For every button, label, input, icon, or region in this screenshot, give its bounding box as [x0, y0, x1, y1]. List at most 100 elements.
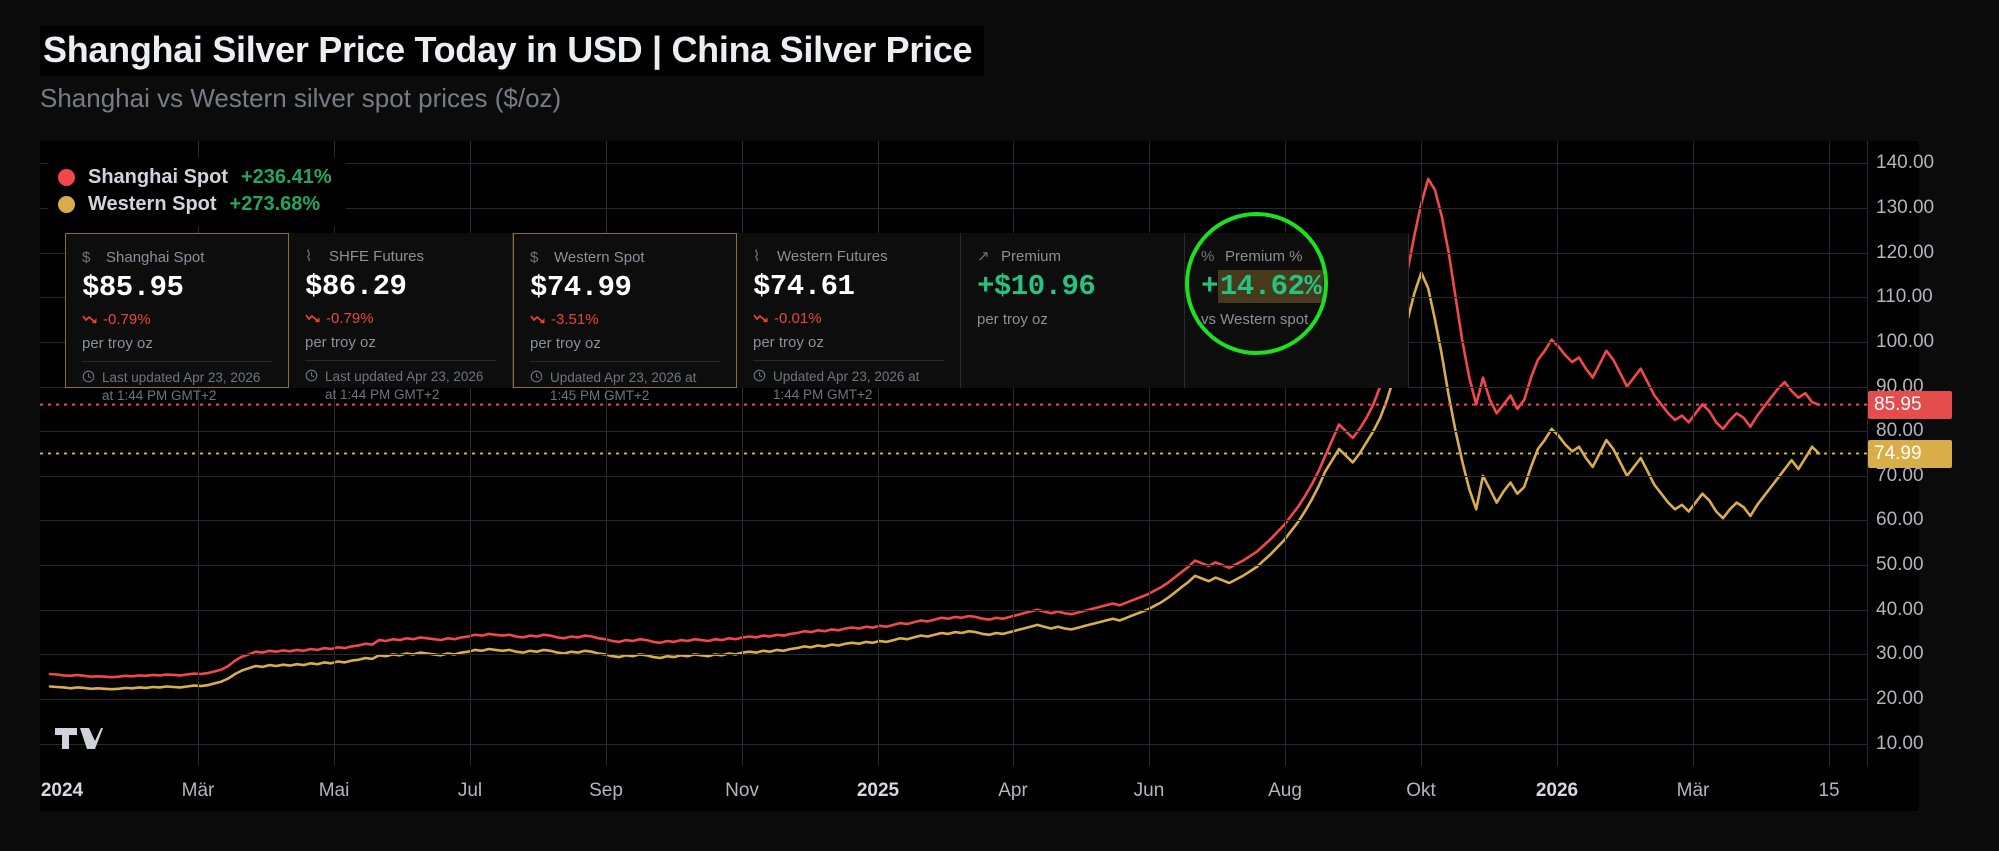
price-badge[interactable]: 85.95	[1868, 390, 1952, 419]
gridline-horizontal	[40, 207, 1867, 209]
time-axis-tick: 2026	[1535, 780, 1579, 801]
trend-up-icon: ↗	[977, 248, 990, 265]
gridline-vertical	[1013, 141, 1014, 766]
gridline-vertical	[1149, 141, 1150, 766]
chart-legend: Shanghai Spot +236.41% Western Spot +273…	[48, 158, 346, 226]
stat-card-header: ⌇ Western Futures	[753, 248, 944, 265]
stat-card-delta: -0.79%	[82, 311, 272, 328]
stat-card-value: +14.62%	[1201, 270, 1324, 303]
gridline-vertical	[1829, 141, 1830, 766]
gridline-vertical	[742, 141, 743, 766]
stat-card-label: Premium	[1001, 248, 1062, 265]
gridline-vertical	[606, 141, 607, 766]
price-axis-tick: 60.00	[1876, 509, 1924, 531]
stat-card-unit: per troy oz	[305, 334, 376, 352]
percent-icon: %	[1201, 248, 1215, 265]
stat-card-delta: -0.79%	[305, 310, 496, 327]
price-badge[interactable]: 74.99	[1868, 439, 1952, 468]
price-axis-tick: 80.00	[1876, 420, 1924, 442]
gridline-vertical	[1557, 141, 1558, 766]
price-axis-tick: 120.00	[1876, 241, 1935, 263]
price-series-svg	[40, 177, 1867, 691]
stat-card-western-futures[interactable]: ⌇ Western Futures $74.61 -0.01% per troy oz U…	[737, 233, 961, 402]
stat-card-updated-text: Last updated Apr 23, 2026 at 1:44 PM GMT…	[325, 369, 484, 403]
line-chart-icon: ⌇	[305, 248, 313, 265]
price-axis[interactable]: 10.00 20.00 30.00 40.00 50.00 60.00 70.00 80.00…	[1867, 141, 1967, 766]
stat-card-updated-text: Updated Apr 23, 2026 at 1:44 PM GMT+2	[773, 369, 920, 403]
stat-card-divider	[82, 361, 272, 363]
stat-card-unit: per troy oz	[530, 335, 601, 353]
price-axis-tick: 110.00	[1876, 286, 1933, 308]
time-axis[interactable]: 2024 Mär Mai Jul Sep Nov 2025 Apr Jun Aug Okt 2026 M…	[40, 771, 1919, 811]
gridline-vertical	[198, 141, 199, 766]
price-axis-tick: 140.00	[1876, 152, 1935, 174]
stat-card-updated: Updated Apr 23, 2026 at 1:45 PM GMT+2	[530, 369, 720, 405]
gridline-vertical	[470, 141, 471, 766]
trend-down-icon	[753, 314, 768, 323]
gridline-horizontal	[40, 609, 1867, 611]
line-chart-icon: ⌇	[753, 248, 761, 265]
stat-card-unit: vs Western spot	[1201, 311, 1309, 329]
price-axis-tick: 100.00	[1876, 330, 1935, 352]
gridline-horizontal	[40, 520, 1867, 522]
stat-card-updated-text: Last updated Apr 23, 2026 at 1:44 PM GMT…	[102, 370, 261, 404]
stat-card-premium[interactable]: ↗ Premium +$10.96 per troy oz	[961, 233, 1185, 388]
page-title-container: Shanghai Silver Price Today in USD | Chi…	[40, 26, 985, 77]
stat-card-delta-text: -3.51%	[551, 311, 599, 329]
gridline-horizontal	[40, 475, 1867, 477]
clock-icon	[530, 370, 543, 383]
tradingview-logo	[53, 722, 105, 759]
stat-card-label: Shanghai Spot	[106, 249, 205, 266]
dollar-icon: $	[530, 249, 539, 266]
stat-card-premium[interactable]: % Premium % +14.62% vs Western spot	[1185, 233, 1409, 388]
legend-label-western: Western Spot	[88, 193, 217, 215]
stat-card-value: +$10.96	[977, 270, 1096, 303]
legend-color-dot-western	[58, 196, 75, 213]
time-axis-tick: Mär	[181, 780, 215, 801]
gridline-horizontal	[40, 654, 1867, 656]
page-title: Shanghai Silver Price Today in USD | Chi…	[40, 26, 985, 77]
time-axis-tick: Jul	[457, 780, 483, 801]
legend-item-western-spot[interactable]: Western Spot +273.68%	[58, 191, 332, 218]
price-axis-tick: 50.00	[1876, 554, 1924, 576]
stat-card-delta-text: -0.01%	[774, 310, 822, 328]
time-axis-tick: Okt	[1406, 780, 1436, 801]
time-axis-tick: 2025	[856, 780, 900, 801]
stat-card-delta: -0.01%	[753, 310, 944, 327]
gridline-vertical	[878, 141, 879, 766]
stat-card-header: ↗ Premium	[977, 248, 1168, 265]
stat-card-delta: -3.51%	[530, 311, 720, 328]
stat-card-label: Premium %	[1225, 248, 1303, 265]
time-axis-tick: Nov	[725, 780, 759, 801]
legend-item-shanghai-spot[interactable]: Shanghai Spot +236.41%	[58, 164, 332, 191]
time-axis-tick: Aug	[1268, 780, 1302, 801]
stat-card-western-spot[interactable]: $ Western Spot $74.99 -3.51% per troy oz Upda…	[513, 233, 737, 403]
stat-card-value: $74.99	[530, 271, 632, 304]
gridline-vertical	[1693, 141, 1694, 766]
clock-icon	[305, 369, 318, 382]
gridline-horizontal	[40, 163, 1867, 165]
time-axis-tick: Apr	[998, 780, 1028, 801]
trend-down-icon	[82, 315, 97, 324]
legend-change-shanghai: +236.41%	[241, 166, 332, 188]
series-line-western-spot	[48, 271, 1821, 691]
time-axis-tick: 15	[1818, 780, 1840, 801]
price-axis-tick: 40.00	[1876, 598, 1924, 620]
gridline-horizontal	[40, 743, 1867, 745]
series-line-shanghai-spot	[48, 177, 1821, 679]
stat-card-shanghai-spot[interactable]: $ Shanghai Spot $85.95 -0.79% per troy oz Las…	[65, 233, 289, 403]
price-axis-tick: 10.00	[1876, 732, 1924, 754]
gridline-vertical	[334, 141, 335, 766]
gridline-vertical	[1421, 141, 1422, 766]
stat-card-header: $ Shanghai Spot	[82, 249, 272, 266]
stat-card-unit: per troy oz	[82, 335, 153, 353]
stat-card-header: ⌇ SHFE Futures	[305, 248, 496, 265]
legend-change-western: +273.68%	[229, 193, 321, 215]
gridline-horizontal	[40, 431, 1867, 433]
gridline-horizontal	[40, 565, 1867, 567]
stat-card-shfe-futures[interactable]: ⌇ SHFE Futures $86.29 -0.79% per troy oz Last…	[289, 233, 513, 402]
stat-card-updated-text: Updated Apr 23, 2026 at 1:45 PM GMT+2	[550, 370, 697, 404]
time-axis-tick: 2024	[40, 780, 84, 801]
stat-card-divider	[305, 360, 496, 362]
stat-card-label: Western Futures	[777, 248, 888, 265]
